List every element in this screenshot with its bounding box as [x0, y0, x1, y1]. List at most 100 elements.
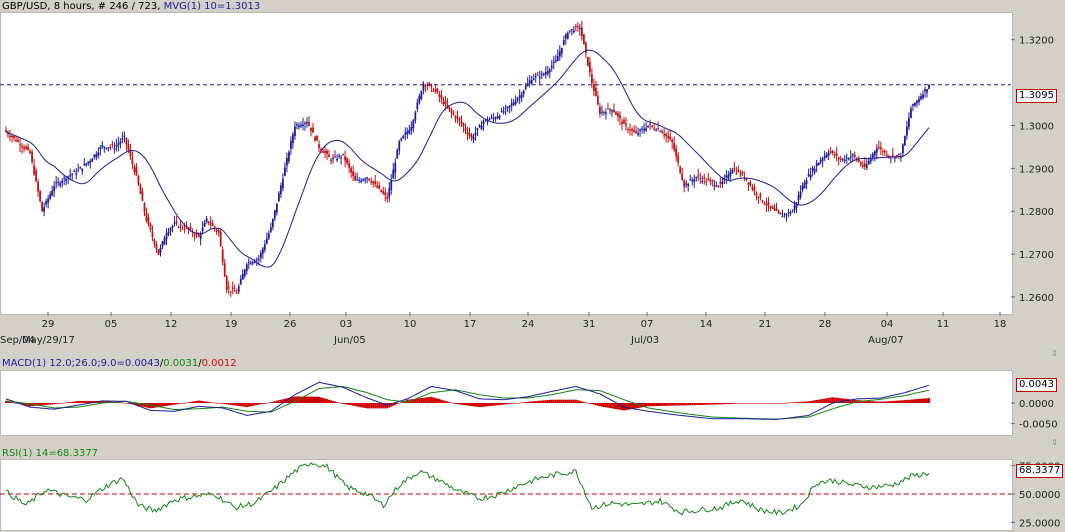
macd-histogram-bar: [580, 401, 583, 403]
macd-histogram-bar: [73, 401, 76, 403]
macd-histogram-bar: [809, 401, 812, 403]
macd-histogram-bar: [480, 403, 483, 407]
rsi-y-tick-label: 50.0000: [1019, 490, 1060, 501]
candle-body: [584, 42, 587, 54]
macd-histogram-bar: [629, 403, 632, 410]
macd-histogram-bar: [594, 403, 597, 406]
candle-body: [271, 218, 274, 228]
candle-body: [534, 75, 537, 77]
candle-body: [891, 154, 894, 156]
candle-body: [147, 217, 150, 224]
macd-histogram-bar: [877, 401, 880, 403]
candle-body: [308, 121, 310, 126]
price-plot-area[interactable]: [0, 12, 1013, 315]
macd-histogram-bar: [11, 402, 14, 403]
macd-histogram-bar: [759, 403, 762, 404]
x-tick-label: 24: [522, 319, 535, 330]
macd-histogram-bar: [426, 397, 429, 403]
candle-body: [356, 179, 359, 181]
candle-body: [918, 98, 920, 102]
macd-histogram-bar: [440, 399, 443, 403]
candle-body: [328, 154, 330, 158]
macd-histogram-bar: [422, 397, 425, 403]
candle-body: [55, 182, 58, 184]
x-tick-label: 07: [641, 319, 654, 330]
macd-histogram-bar: [305, 396, 308, 403]
candle-body: [153, 239, 156, 245]
candle-body: [183, 228, 186, 230]
candle-body: [47, 198, 50, 203]
macd-expand-icon[interactable]: ⇕: [1051, 349, 1058, 358]
macd-histogram-bar: [835, 397, 838, 403]
candle-body: [761, 200, 764, 202]
candle-body: [275, 203, 278, 213]
macd-histogram-bar: [462, 403, 465, 405]
candle-body: [404, 132, 407, 135]
macd-histogram-bar: [392, 403, 395, 406]
candle-body: [817, 162, 820, 166]
candle-body: [267, 233, 270, 239]
macd-histogram-bar: [424, 397, 427, 403]
macd-histogram-bar: [560, 399, 563, 403]
macd-histogram-bar: [867, 400, 870, 403]
candle-body: [408, 129, 411, 134]
candle-body: [727, 175, 730, 179]
price-chart[interactable]: 29 05 12 19 26 03 10 17 24 31 07 14 21 28 04 11 18 May/29…: [0, 0, 1065, 349]
macd-histogram-bar: [89, 400, 92, 403]
rsi-plot-area[interactable]: [0, 459, 1013, 531]
x-tick-label: 31: [583, 319, 596, 330]
candle-body: [783, 213, 786, 215]
candle-body: [865, 164, 868, 168]
macd-histogram-bar: [157, 403, 160, 408]
candle-body: [191, 232, 194, 234]
macd-histogram-bar: [101, 400, 104, 403]
macd-histogram-bar: [544, 400, 547, 403]
candle-body: [635, 131, 637, 134]
macd-histogram-bar: [604, 403, 607, 408]
candle-body: [255, 259, 258, 261]
macd-histogram-bar: [793, 402, 796, 403]
macd-histogram-bar: [715, 403, 718, 405]
candle-body: [398, 141, 401, 151]
macd-histogram-bar: [647, 403, 650, 407]
candle-body: [43, 207, 46, 212]
candle-body: [9, 135, 11, 137]
macd-histogram-bar: [514, 403, 517, 404]
macd-histogram-bar: [450, 402, 453, 404]
candle-body: [847, 158, 850, 160]
candle-body: [805, 180, 808, 184]
candle-body: [69, 174, 72, 177]
candle-body: [781, 215, 784, 218]
macd-histogram-bar: [123, 402, 126, 404]
macd-histogram-bar: [227, 403, 230, 405]
macd-histogram-bar: [791, 402, 794, 403]
macd-histogram-bar: [753, 403, 756, 404]
macd-histogram-bar: [181, 403, 184, 404]
candle-body: [384, 192, 387, 196]
macd-histogram-bar: [490, 403, 493, 406]
candle-body: [322, 151, 324, 153]
rsi-expand-icon[interactable]: ⇕: [1051, 438, 1058, 447]
macd-histogram-bar: [456, 403, 459, 405]
candle-body: [578, 27, 581, 29]
x-tick-label: 03: [340, 319, 353, 330]
candle-body: [928, 84, 930, 89]
candle-body: [769, 205, 772, 208]
macd-histogram-bar: [494, 403, 497, 406]
macd-histogram-bar: [239, 403, 242, 407]
candle-body: [17, 139, 19, 142]
candle-body: [5, 130, 7, 132]
macd-histogram-bar: [657, 403, 660, 407]
y-tick-label: 1.2900: [1019, 164, 1054, 175]
candle-body: [580, 27, 583, 37]
macd-histogram-bar: [582, 401, 585, 403]
candle-body: [574, 26, 577, 28]
candle-body: [296, 124, 298, 126]
macd-histogram-bar: [291, 396, 294, 403]
candle-body: [663, 133, 666, 136]
candle-body: [348, 162, 351, 168]
macd-histogram-bar: [303, 396, 306, 403]
macd-histogram-bar: [510, 403, 513, 404]
macd-chart[interactable]: 0.0000 -0.0050: [0, 358, 1065, 438]
